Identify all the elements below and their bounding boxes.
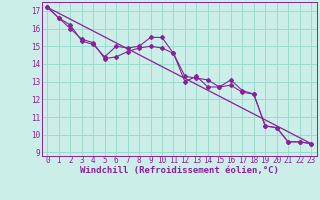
X-axis label: Windchill (Refroidissement éolien,°C): Windchill (Refroidissement éolien,°C) (80, 166, 279, 175)
